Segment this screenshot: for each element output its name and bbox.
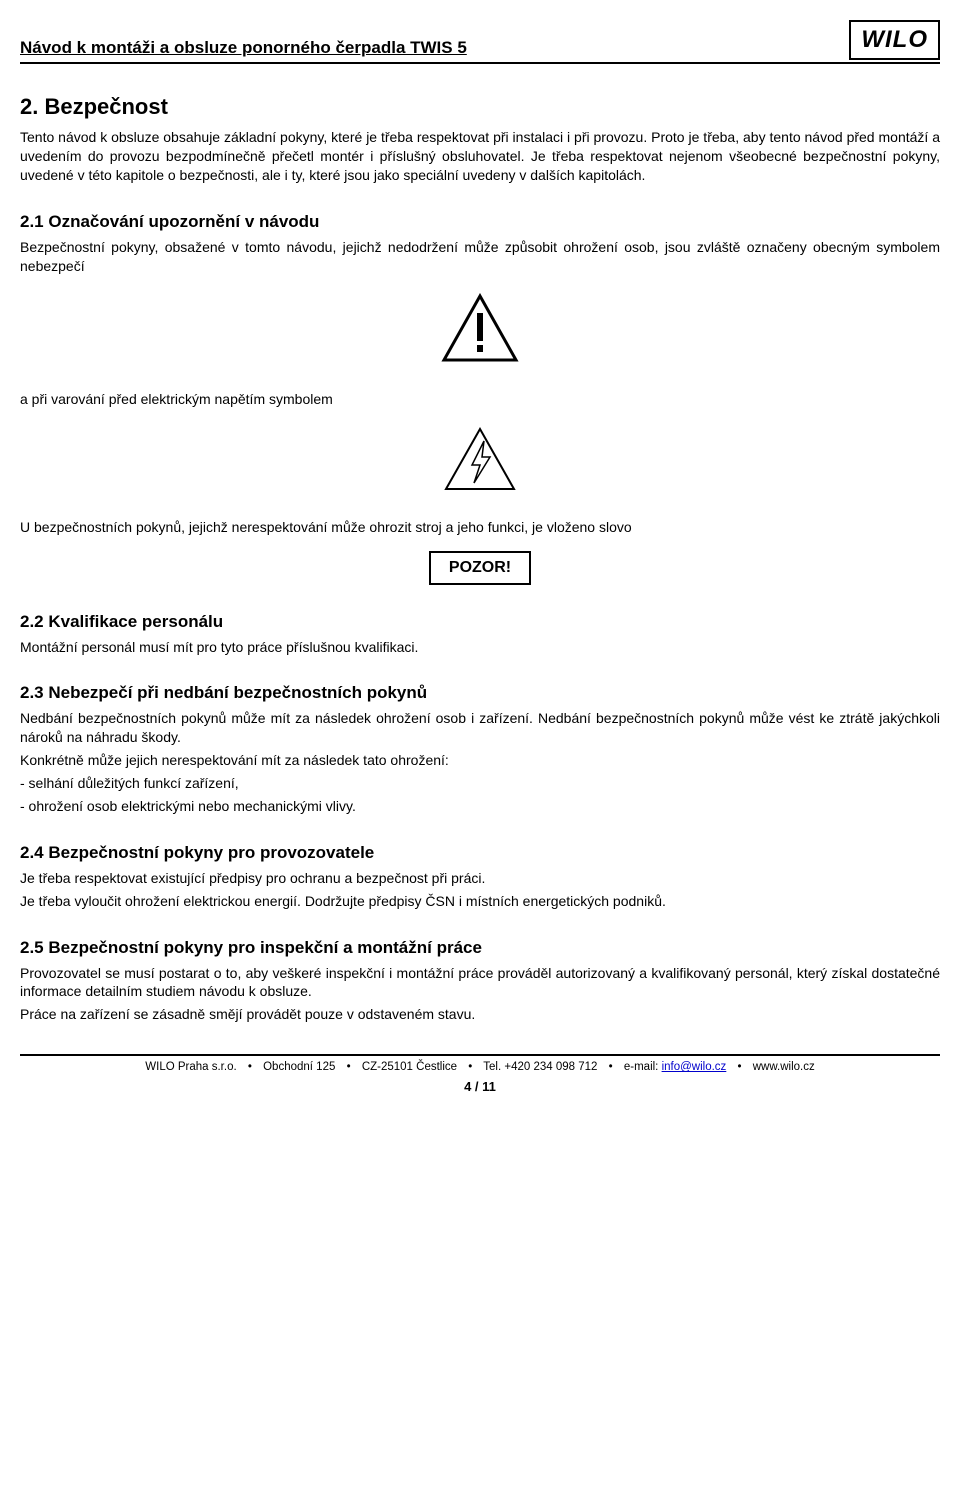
heading-2-2: 2.2 Kvalifikace personálu [20,611,940,634]
s23-p1: Nedbání bezpečnostních pokynů může mít z… [20,709,940,747]
footer-web: www.wilo.cz [753,1061,815,1073]
s2-paragraph: Tento návod k obsluze obsahuje základní … [20,128,940,185]
footer-postal: CZ-25101 Čestlice [362,1061,457,1073]
page-header: Návod k montáži a obsluze ponorného čerp… [20,20,940,64]
footer-email-prefix: e-mail: [624,1061,662,1073]
footer-sep: • [468,1061,472,1073]
heading-2-3: 2.3 Nebezpečí při nedbání bezpečnostních… [20,682,940,705]
footer-sep: • [248,1061,252,1073]
s25-p1: Provozovatel se musí postarat o to, aby … [20,964,940,1002]
footer-address: Obchodní 125 [263,1061,335,1073]
pozor-box-wrap: POZOR! [20,551,940,585]
page-footer: WILO Praha s.r.o. • Obchodní 125 • CZ-25… [20,1054,940,1095]
heading-2-5: 2.5 Bezpečnostní pokyny pro inspekční a … [20,937,940,960]
footer-company: WILO Praha s.r.o. [145,1061,236,1073]
heading-2-1: 2.1 Označování upozornění v návodu [20,211,940,234]
electric-warning-icon [20,427,940,496]
s23-li1: - selhání důležitých funkcí zařízení, [20,774,940,793]
footer-tel: Tel. +420 234 098 712 [483,1061,597,1073]
s21-p1: Bezpečnostní pokyny, obsažené v tomto ná… [20,238,940,276]
page-number: 4 / 11 [20,1078,940,1096]
footer-sep: • [609,1061,613,1073]
header-title: Návod k montáži a obsluze ponorného čerp… [20,37,467,60]
s23-li2: - ohrožení osob elektrickými nebo mechan… [20,797,940,816]
heading-2-4: 2.4 Bezpečnostní pokyny pro provozovatel… [20,842,940,865]
s22-p1: Montážní personál musí mít pro tyto prác… [20,638,940,657]
s24-p1: Je třeba respektovat existující předpisy… [20,869,940,888]
s24-p2: Je třeba vyloučit ohrožení elektrickou e… [20,892,940,911]
s23-p2: Konkrétně může jejich nerespektování mít… [20,751,940,770]
footer-sep: • [738,1061,742,1073]
s21-p3: U bezpečnostních pokynů, jejichž nerespe… [20,518,940,537]
warning-triangle-icon [20,293,940,368]
attention-box: POZOR! [429,551,531,585]
heading-2: 2. Bezpečnost [20,92,940,122]
wilo-logo: WILO [849,20,940,60]
s21-p2: a při varování před elektrickým napětím … [20,390,940,409]
footer-email-link[interactable]: info@wilo.cz [662,1061,727,1073]
footer-sep: • [347,1061,351,1073]
s25-p2: Práce na zařízení se zásadně smějí prová… [20,1005,940,1024]
